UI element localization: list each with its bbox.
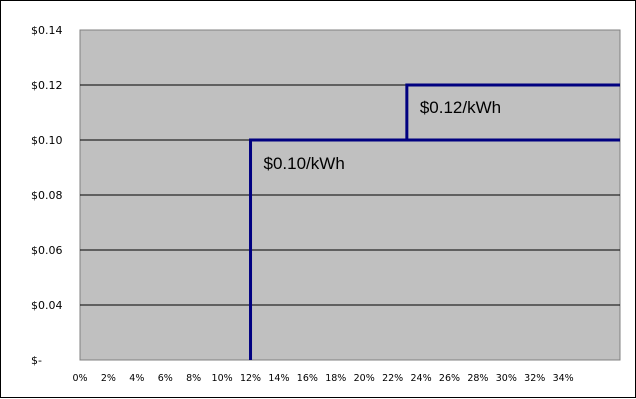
annotation-label: $0.10/kWh <box>264 154 345 173</box>
y-tick-label: $0.06 <box>31 244 63 257</box>
annotations: $0.10/kWh $0.12/kWh <box>264 98 502 173</box>
series-lines <box>249 83 620 360</box>
x-tick-label: 28% <box>467 373 488 384</box>
y-tick-label: $0.12 <box>31 79 63 92</box>
x-tick-label: 6% <box>158 373 173 384</box>
y-tick-label: $- <box>31 354 42 367</box>
x-tick-label: 2% <box>101 373 116 384</box>
x-tick-label: 12% <box>240 373 261 384</box>
x-tick-label: 4% <box>129 373 144 384</box>
x-tick-label: 18% <box>325 373 346 384</box>
x-tick-label: 8% <box>186 373 201 384</box>
y-tick-label: $0.14 <box>31 24 63 37</box>
x-tick-label: 14% <box>268 373 289 384</box>
y-tick-label: $0.10 <box>31 134 63 147</box>
x-axis-ticks: 0% 2% 4% 6% 8% 10% 12% 14% 16% 18% 20% 22% 24% 26% 28%… <box>72 373 573 384</box>
x-tick-label: 32% <box>524 373 545 384</box>
x-tick-label: 16% <box>297 373 318 384</box>
x-tick-label: 34% <box>553 373 574 384</box>
annotation-label: $0.12/kWh <box>420 98 501 117</box>
x-tick-label: 26% <box>439 373 460 384</box>
x-tick-label: 30% <box>496 373 517 384</box>
x-tick-label: 24% <box>410 373 431 384</box>
y-axis-ticks: $- $0.04 $0.06 $0.08 $0.10 $0.12 $0.14 <box>31 24 63 367</box>
y-tick-label: $0.08 <box>31 189 63 202</box>
x-tick-label: 10% <box>212 373 233 384</box>
x-tick-label: 0% <box>72 373 87 384</box>
y-tick-label: $0.04 <box>31 299 63 312</box>
x-tick-label: 20% <box>354 373 375 384</box>
x-tick-label: 22% <box>382 373 403 384</box>
